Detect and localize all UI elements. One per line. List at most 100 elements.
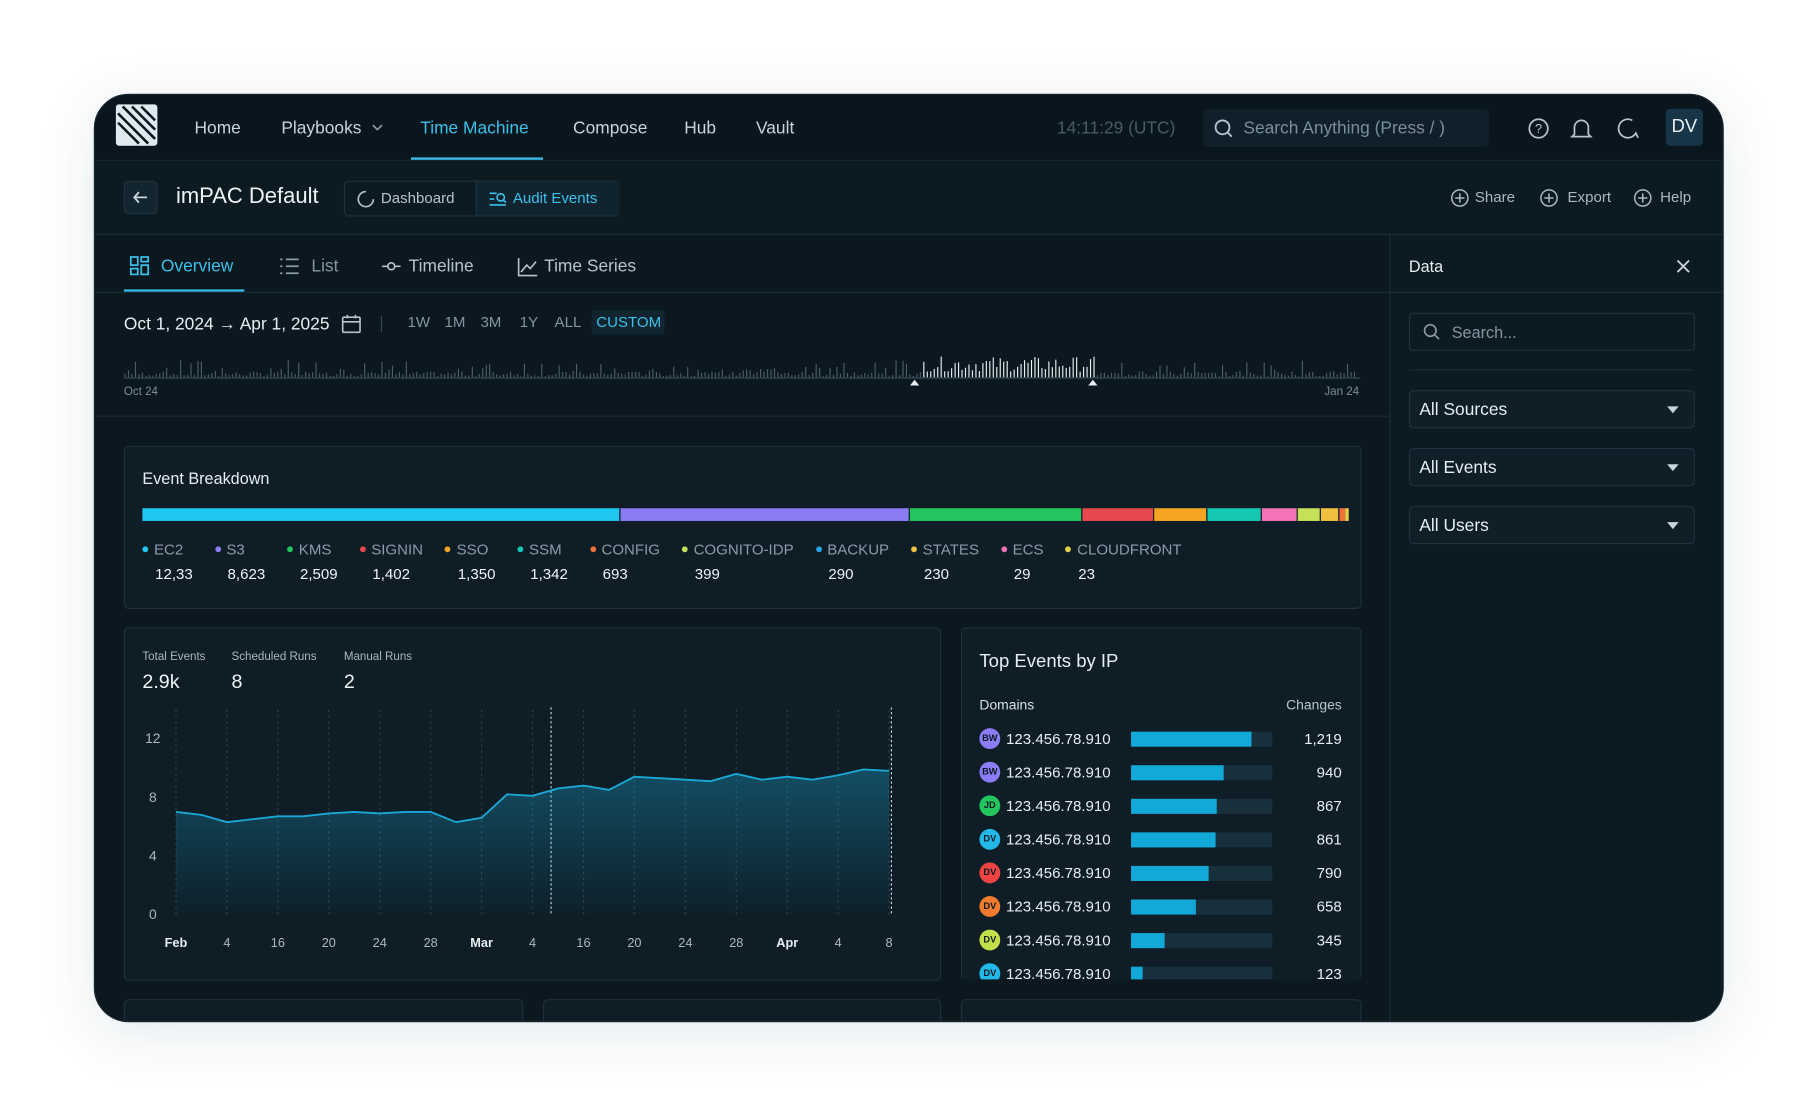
date-range[interactable]: Oct 1, 2024 → Apr 1, 2025 xyxy=(123,314,330,334)
legend-value: 290 xyxy=(828,564,854,583)
toggle-option-active[interactable]: Audit Events xyxy=(512,189,598,207)
legend-label: S3 xyxy=(214,540,265,559)
legend-dot xyxy=(815,546,822,553)
legend-value: 1,402 xyxy=(372,564,411,583)
bar xyxy=(1131,798,1217,814)
dropdown-caret xyxy=(1667,464,1679,472)
filter-select[interactable]: All Sources xyxy=(1408,390,1695,429)
range-handle[interactable] xyxy=(909,379,920,386)
row-value: 861 xyxy=(1316,830,1342,849)
row-avatar: BW xyxy=(979,761,1001,783)
x-tick-label: 8 xyxy=(886,935,893,950)
g xyxy=(129,256,150,276)
circle xyxy=(496,192,506,202)
row-ip: 123.456.78.910 xyxy=(1006,763,1111,781)
path xyxy=(1676,259,1690,273)
legend-value: 230 xyxy=(923,564,949,583)
rect xyxy=(341,316,361,334)
g xyxy=(1450,189,1652,207)
tab[interactable]: List xyxy=(311,256,339,277)
toggle-option[interactable]: Dashboard xyxy=(380,189,455,207)
nav-item[interactable]: Hub xyxy=(684,118,717,139)
circle xyxy=(1450,189,1469,207)
line xyxy=(1433,333,1440,340)
y-tick-label: 8 xyxy=(149,789,157,805)
caret xyxy=(1667,406,1679,414)
filter-select[interactable]: All Events xyxy=(1408,448,1695,487)
initials: DV xyxy=(983,833,997,844)
toggle-active[interactable] xyxy=(475,181,620,216)
legend-value: 29 xyxy=(1013,564,1031,583)
preset[interactable]: 1M xyxy=(444,313,466,331)
divider xyxy=(94,233,1723,236)
action-icons xyxy=(1450,189,1652,207)
stat-label: Scheduled Runs xyxy=(231,650,317,664)
bar xyxy=(1131,731,1252,747)
preset[interactable]: ALL xyxy=(554,313,582,331)
x-tick-label: 28 xyxy=(729,935,743,950)
legend-dot xyxy=(517,546,524,553)
segment xyxy=(142,508,620,521)
nav-item[interactable]: Vault xyxy=(755,118,795,139)
preset-active[interactable]: CUSTOM xyxy=(596,313,662,331)
range-handle[interactable] xyxy=(1088,379,1098,386)
preset[interactable]: 1Y xyxy=(519,313,539,331)
initials: DV xyxy=(983,934,997,945)
separator xyxy=(380,316,383,333)
legend-label: CLOUDFRONT xyxy=(1065,542,1182,557)
y-tick-label: 12 xyxy=(145,730,161,746)
action[interactable]: Help xyxy=(1660,188,1692,206)
line xyxy=(117,121,140,145)
filter-label: All Sources xyxy=(1419,399,1508,420)
row-value: 940 xyxy=(1316,763,1342,781)
nav-icons[interactable]: ? xyxy=(1527,116,1677,141)
legend-dot xyxy=(589,546,596,553)
legend-label: CONFIG xyxy=(589,542,660,557)
nav-item[interactable]: Home xyxy=(194,118,241,139)
tab[interactable]: Time Series xyxy=(544,256,637,277)
x-tick-label: Mar xyxy=(470,935,493,950)
legend-value: 23 xyxy=(1078,564,1095,583)
tab-active[interactable]: Overview xyxy=(160,256,234,277)
rect xyxy=(129,267,139,276)
logo[interactable] xyxy=(115,104,158,146)
row-value: 123 xyxy=(1316,964,1342,980)
action[interactable]: Share xyxy=(1474,188,1516,206)
panel-title: Data xyxy=(1408,257,1444,276)
row-avatar: DV xyxy=(979,828,1001,850)
stat-label: Total Events xyxy=(142,650,206,664)
back-button[interactable] xyxy=(123,180,158,215)
calendar-icon[interactable] xyxy=(341,314,362,334)
nav-item[interactable]: Playbooks xyxy=(281,118,362,139)
preset[interactable]: 3M xyxy=(480,313,502,331)
card xyxy=(123,999,524,1022)
nav-item[interactable]: Compose xyxy=(573,118,648,139)
path xyxy=(1638,193,1648,203)
search-box[interactable]: Search Anything (Press / ) xyxy=(1202,108,1489,148)
x-tick-label: 4 xyxy=(223,935,230,950)
divider xyxy=(94,415,1390,417)
line xyxy=(175,768,890,824)
action[interactable]: Export xyxy=(1567,188,1612,206)
search-icon xyxy=(1214,119,1233,138)
panel-search[interactable]: Search... xyxy=(1408,312,1695,351)
row-value: 1,219 xyxy=(1304,729,1342,748)
nav-item-active[interactable]: Time Machine xyxy=(420,118,529,139)
x-tick-label: Apr xyxy=(776,935,798,950)
close-icon[interactable] xyxy=(1676,259,1690,273)
timeline-histogram[interactable] xyxy=(123,350,1361,387)
preset[interactable]: 1W xyxy=(407,313,431,331)
nav-underline xyxy=(410,157,543,160)
circle xyxy=(1423,323,1437,338)
row-ip: 123.456.78.910 xyxy=(1006,964,1111,980)
filter-select[interactable]: All Users xyxy=(1408,505,1695,545)
row-avatar: JD xyxy=(979,795,1001,817)
bar xyxy=(1131,899,1197,915)
legend-name: S3 xyxy=(226,540,245,559)
tab[interactable]: Timeline xyxy=(408,256,474,277)
area xyxy=(175,769,890,915)
row-avatar: DV xyxy=(979,963,1001,980)
breakdown-legend: EC2 12,33 S3 8,623 KMS 2,509 SIGNIN 1,402 SSO 1,3… xyxy=(142,540,1182,583)
dropdown-caret xyxy=(1667,406,1679,414)
avatar[interactable]: DV xyxy=(1665,108,1703,146)
